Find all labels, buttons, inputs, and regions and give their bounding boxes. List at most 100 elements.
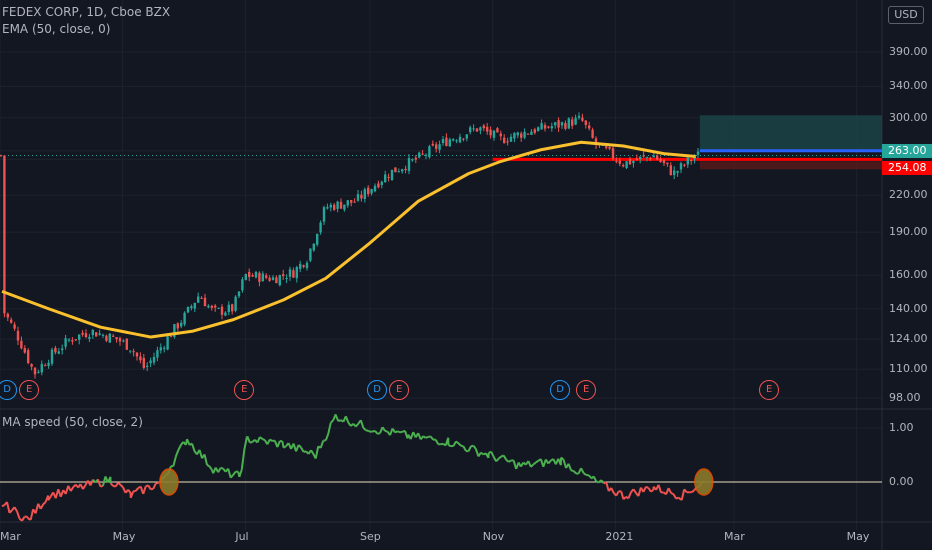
candle-body	[411, 159, 414, 161]
candle-body	[360, 194, 363, 199]
ma-speed-segment	[355, 423, 360, 428]
ma-speed-segment	[240, 449, 246, 470]
ma-speed-legend[interactable]: MA speed (50, close, 2)	[2, 415, 143, 429]
candle-body	[299, 263, 302, 269]
candle-body	[282, 274, 285, 277]
candle-body	[428, 146, 431, 158]
currency-button[interactable]: USD	[888, 6, 924, 24]
ma-speed-segment	[457, 442, 462, 447]
ma-speed-segment	[281, 441, 285, 448]
time-tick-label: Mar	[724, 530, 745, 543]
ma-speed-segment	[127, 489, 132, 494]
dividend-marker[interactable]: D	[367, 380, 388, 400]
candle-body	[244, 274, 247, 280]
candle-body	[305, 262, 309, 269]
candle-body	[496, 128, 499, 133]
earnings-marker[interactable]: E	[234, 380, 255, 400]
candle-body	[404, 168, 407, 171]
ma-speed-segment	[324, 433, 330, 441]
candle-body	[95, 332, 98, 337]
candle-body	[23, 348, 26, 353]
time-tick-label: Nov	[482, 530, 505, 543]
ma-speed-segment	[672, 493, 677, 500]
ma-speed-segment	[238, 469, 243, 478]
ma-speed-segment	[359, 419, 365, 429]
candle-body	[564, 123, 567, 129]
earnings-marker[interactable]: E	[576, 380, 597, 400]
ma-speed-segment	[337, 419, 342, 423]
candle-body	[336, 201, 339, 209]
target-zone	[699, 115, 882, 151]
candle-body	[275, 277, 278, 284]
candle-body	[618, 160, 621, 164]
earnings-marker[interactable]: E	[389, 380, 410, 400]
candle-body	[37, 371, 40, 373]
speed-tick-label: 1.00	[889, 421, 914, 434]
ma-speed-segment	[467, 445, 472, 452]
earnings-marker[interactable]: E	[759, 380, 780, 400]
earnings-marker[interactable]: E	[19, 380, 40, 400]
candle-body	[690, 160, 693, 162]
ma-speed-segment	[498, 455, 502, 460]
ma-speed-segment	[595, 480, 600, 484]
candle-body	[486, 126, 489, 132]
ma-speed-segment	[562, 459, 568, 469]
price-tick-label: 160.00	[889, 268, 928, 282]
candle-body	[635, 158, 638, 161]
ma-speed-segment	[381, 426, 386, 432]
candle-body	[183, 312, 186, 325]
ma-speed-segment	[283, 445, 287, 449]
ma-speed-segment	[374, 430, 379, 435]
ma-speed-segment	[246, 435, 251, 444]
candle-body	[122, 340, 125, 342]
ma-speed-segment	[384, 429, 388, 433]
candle-body	[6, 313, 9, 318]
candle-body	[234, 296, 237, 311]
ma-speed-segment	[362, 427, 367, 432]
ma-speed-segment	[680, 489, 686, 501]
ma-speed-segment	[39, 503, 45, 510]
candle-body	[679, 163, 683, 170]
candle-body	[16, 330, 20, 341]
price-tick-label: 124.00	[889, 332, 928, 346]
candle-body	[115, 337, 118, 340]
candle-body	[237, 291, 241, 297]
ma-speed-segment	[480, 451, 485, 456]
ma-speed-segment	[112, 485, 116, 488]
time-tick-label: Jul	[235, 530, 249, 543]
candle-body	[258, 272, 261, 282]
ema-legend[interactable]: EMA (50, close, 0)	[2, 22, 111, 36]
candle-body	[520, 133, 523, 138]
ma-speed-segment	[422, 435, 427, 439]
dividend-marker[interactable]: D	[550, 380, 571, 400]
price-tick-label: 140.00	[889, 301, 928, 315]
candle-body	[169, 336, 173, 338]
candle-body	[224, 312, 227, 316]
candle-body	[377, 183, 380, 188]
ma-speed-segment	[399, 430, 403, 434]
time-tick-label: 2021	[605, 530, 634, 543]
ma-speed-segment	[587, 474, 592, 479]
candle-body	[200, 297, 203, 299]
candle-body	[588, 125, 591, 129]
ma-speed-segment	[261, 438, 266, 442]
dividend-marker[interactable]: D	[0, 380, 18, 400]
ma-speed-segment	[229, 474, 234, 479]
candle-body	[594, 138, 598, 145]
ma-speed-segment	[645, 485, 649, 489]
candle-body	[577, 115, 581, 118]
candle-body	[61, 348, 64, 351]
candle-body	[50, 349, 54, 364]
ma-speed-segment	[147, 484, 152, 490]
speed-tick-label: 0.00	[889, 475, 914, 488]
ma-speed-segment	[295, 444, 300, 452]
ma-speed-segment	[119, 484, 124, 489]
candle-body	[645, 156, 649, 158]
candle-body	[639, 156, 642, 160]
ma-speed-segment	[650, 488, 655, 493]
candle-body	[108, 333, 111, 343]
ma-speed-segment	[592, 475, 598, 482]
ma-speed-segment	[6, 501, 11, 514]
candle-body	[543, 125, 547, 129]
